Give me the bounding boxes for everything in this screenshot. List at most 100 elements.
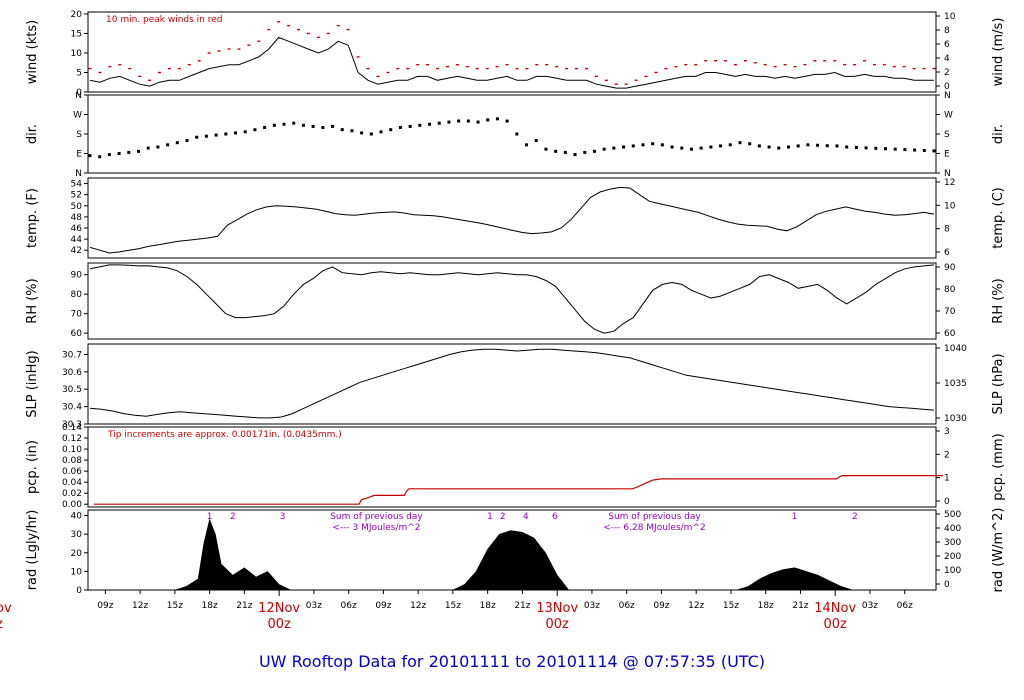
pcp-left-tick-label: 0.08 bbox=[62, 456, 82, 466]
pcp-left-tick-label: 0.10 bbox=[62, 445, 82, 455]
rad-left-tick-label: 20 bbox=[71, 549, 83, 559]
wind-peak-mark bbox=[257, 40, 261, 42]
dir-point bbox=[757, 144, 761, 148]
dir-point bbox=[311, 124, 315, 128]
wind-peak-mark bbox=[138, 75, 142, 78]
wind-peak-mark bbox=[287, 24, 291, 27]
dir-point bbox=[786, 145, 790, 149]
dir-point bbox=[166, 143, 170, 147]
radiation-area bbox=[174, 518, 853, 591]
rad-left-tick-label: 40 bbox=[71, 512, 83, 522]
rad-right-tick-label: 500 bbox=[944, 510, 961, 520]
pcp-ylabel-left: pcp. (in) bbox=[25, 440, 40, 494]
wind-peak-mark bbox=[525, 67, 529, 70]
rad-right-tick-label: 300 bbox=[944, 538, 961, 548]
wind-peak-mark bbox=[694, 63, 698, 66]
wind-peak-mark bbox=[684, 63, 688, 66]
dir-point bbox=[107, 153, 111, 157]
dir-point bbox=[117, 152, 121, 155]
wind-right-tick-label: 6 bbox=[944, 40, 950, 50]
wind-peak-mark bbox=[376, 75, 380, 78]
wind-peak-mark bbox=[664, 67, 668, 70]
rh-right-tick-label: 60 bbox=[944, 329, 956, 339]
dir-point bbox=[622, 145, 626, 149]
wind-peak-mark bbox=[98, 71, 102, 74]
wind-peak-mark bbox=[396, 67, 400, 70]
rh-right-tick-label: 70 bbox=[944, 307, 956, 317]
dir-point bbox=[292, 121, 296, 125]
wind-peak-mark bbox=[436, 67, 440, 70]
pcp-left-tick-label: 0.04 bbox=[62, 478, 82, 488]
wind-peak-mark bbox=[158, 71, 162, 74]
wind-peak-mark bbox=[833, 60, 837, 62]
page-title: UW Rooftop Data for 20101111 to 20101114… bbox=[258, 652, 766, 671]
dir-left-tick-label: N bbox=[75, 91, 82, 101]
wind-peak-mark bbox=[674, 65, 678, 68]
dir-point bbox=[719, 144, 723, 148]
slp-left-tick-label: 30.4 bbox=[62, 403, 82, 413]
wind-peak-mark bbox=[187, 63, 191, 66]
wind-peak-mark bbox=[882, 63, 886, 66]
dir-point bbox=[331, 124, 335, 128]
wind-peak-mark bbox=[654, 71, 658, 74]
x-tick-label-3: 18z bbox=[202, 601, 218, 611]
rad-left-tick-label: 0 bbox=[76, 586, 82, 596]
rad-marker-1: 2 bbox=[230, 512, 236, 522]
dir-left-tick-label: W bbox=[73, 111, 82, 121]
pcp-panel-frame bbox=[87, 426, 937, 508]
dir-point bbox=[185, 139, 189, 142]
dir-point bbox=[544, 147, 548, 151]
dir-point bbox=[263, 126, 267, 129]
dir-point bbox=[369, 132, 373, 136]
rh-ylabel-right: RH (%) bbox=[991, 278, 1006, 323]
temp-left-tick-label: 48 bbox=[71, 213, 83, 223]
dir-point bbox=[554, 149, 558, 153]
dir-point bbox=[728, 143, 732, 147]
rad-annotation-2: Sum of previous day bbox=[608, 512, 701, 522]
dir-point bbox=[816, 143, 820, 147]
wind-right-tick-label: 10 bbox=[944, 12, 956, 22]
rad-left-tick-label: 10 bbox=[71, 567, 83, 577]
x-tick-label-6: 06z bbox=[341, 601, 357, 611]
dir-point bbox=[641, 143, 645, 147]
dir-point bbox=[505, 119, 509, 123]
dir-point bbox=[195, 135, 199, 139]
wind-peak-mark bbox=[892, 65, 896, 68]
dir-point bbox=[515, 132, 519, 136]
day-label-date-0: 12Nov bbox=[258, 601, 300, 616]
rad-left-tick-label: 30 bbox=[71, 530, 83, 540]
pcp-left-tick-label: 0.14 bbox=[62, 423, 82, 433]
wind-peak-mark bbox=[306, 32, 310, 35]
dir-point bbox=[573, 153, 577, 157]
dir-point bbox=[563, 150, 567, 154]
x-tick-label-16: 15z bbox=[723, 601, 739, 611]
dir-point bbox=[204, 134, 208, 138]
wind-peak-mark bbox=[505, 63, 509, 66]
rad-right-tick-label: 100 bbox=[944, 566, 961, 576]
dir-point bbox=[534, 139, 538, 142]
dir-point bbox=[922, 148, 926, 152]
rh-series-line bbox=[89, 264, 935, 334]
dir-point bbox=[680, 146, 684, 150]
dir-point bbox=[709, 145, 713, 149]
dir-point bbox=[592, 149, 596, 153]
wind-peak-mark bbox=[356, 56, 360, 58]
x-tick-label-20: 06z bbox=[897, 601, 913, 611]
wind-right-tick-label: 4 bbox=[944, 54, 950, 64]
dir-point bbox=[175, 141, 179, 145]
x-tick-label-5: 03z bbox=[306, 601, 322, 611]
wind-peak-mark bbox=[733, 63, 737, 66]
wind-peak-mark bbox=[872, 63, 876, 66]
wind-peak-mark bbox=[555, 65, 559, 68]
wind-peak-mark bbox=[167, 67, 171, 70]
rad-marker-7: 1 bbox=[792, 512, 798, 522]
temp-ylabel-left: temp. (F) bbox=[25, 188, 40, 248]
wind-peak-mark bbox=[843, 63, 847, 66]
wind-peak-mark bbox=[634, 79, 638, 81]
dir-point bbox=[88, 154, 92, 158]
dir-point bbox=[466, 119, 470, 123]
pcp-right-tick-label: 0 bbox=[944, 497, 950, 507]
dir-point bbox=[321, 126, 325, 129]
day-label-time-0: 00z bbox=[267, 617, 291, 632]
